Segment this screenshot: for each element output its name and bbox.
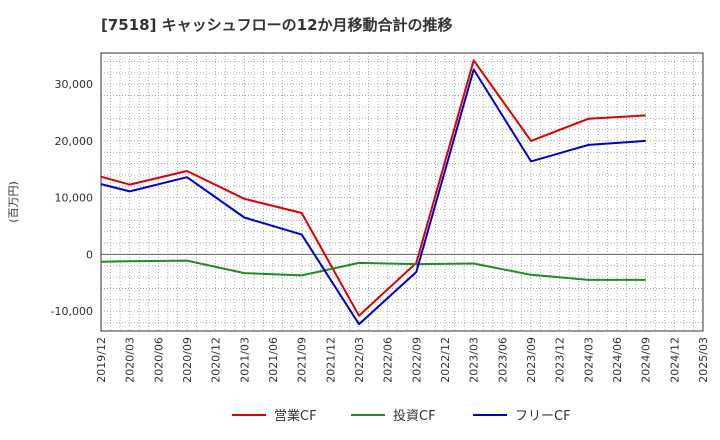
- chart-title: [7518] キャッシュフローの12か月移動合計の推移: [101, 16, 453, 34]
- x-tick-label: 2022/03: [353, 337, 366, 383]
- x-tick-label: 2023/09: [525, 337, 538, 383]
- x-tick-label: 2022/06: [382, 337, 395, 383]
- x-tick-label: 2020/09: [181, 337, 194, 383]
- x-tick-label: 2022/12: [439, 337, 452, 383]
- plot-background: [101, 53, 703, 331]
- x-tick-label: 2023/06: [496, 337, 509, 383]
- x-tick-label: 2021/09: [296, 337, 309, 383]
- x-tick-label: 2024/12: [668, 337, 681, 383]
- series-line-3: [100, 68, 646, 326]
- legend-label-2: 投資CF: [393, 408, 436, 424]
- plot-area: -10,000 0 10,000 20,000 30,000 2019/12 2020/03…: [51, 52, 710, 383]
- x-tick-label: 2023/12: [554, 337, 567, 383]
- plot-border: [100, 52, 704, 332]
- legend: 営業CF 投資CF フリーCF: [232, 408, 571, 424]
- x-tick-label: 2021/12: [324, 337, 337, 383]
- y-tick-label: 10,000: [55, 192, 94, 205]
- y-tick-label: 30,000: [55, 78, 94, 91]
- x-tick-label: 2020/03: [124, 337, 137, 383]
- x-tick-label: 2023/03: [468, 337, 481, 383]
- x-tick-label: 2024/09: [640, 337, 653, 383]
- legend-label-3: フリーCF: [515, 409, 571, 424]
- y-tick-label: 20,000: [55, 135, 94, 148]
- x-tick-label: 2025/03: [697, 337, 710, 383]
- y-tick-label: -10,000: [51, 305, 93, 318]
- x-tick-label: 2022/09: [410, 337, 423, 383]
- x-tick-label: 2019/12: [95, 337, 108, 383]
- x-tick-label: 2021/03: [238, 337, 251, 383]
- x-tick-label: 2021/06: [267, 337, 280, 383]
- x-tick-label: 2024/03: [582, 337, 595, 383]
- y-tick-label: 0: [86, 248, 93, 261]
- series-line-2: [100, 259, 646, 281]
- x-tick-label: 2020/06: [152, 337, 165, 383]
- y-axis-label: (百万円): [7, 181, 20, 223]
- series-line-1: [100, 59, 646, 317]
- x-tick-label: 2024/06: [611, 337, 624, 383]
- legend-label-1: 営業CF: [274, 408, 317, 424]
- x-tick-label: 2020/12: [210, 337, 223, 383]
